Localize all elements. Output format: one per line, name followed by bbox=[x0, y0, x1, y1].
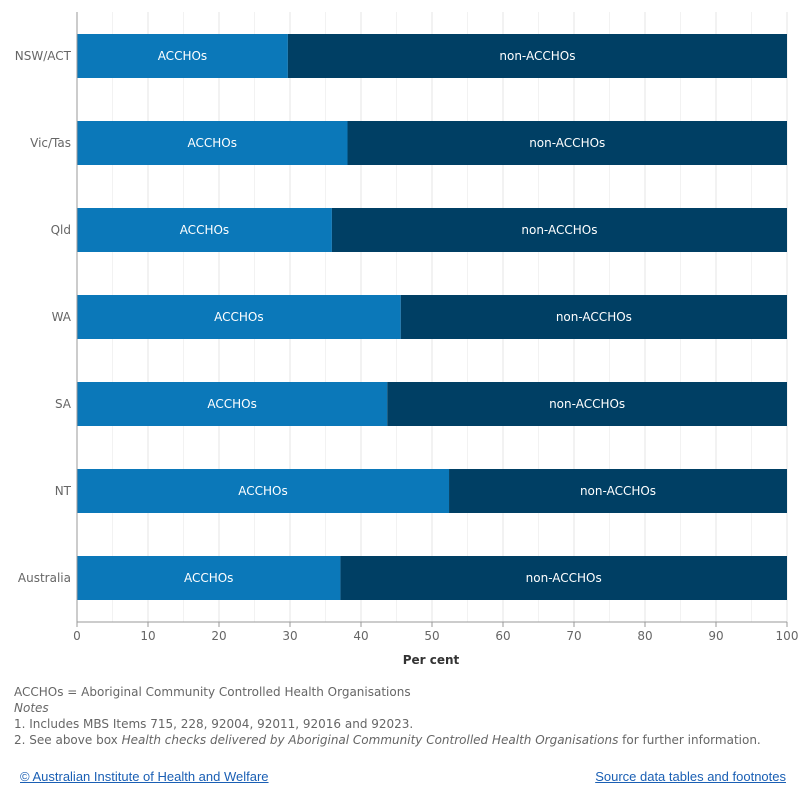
category-label: SA bbox=[55, 397, 72, 411]
note-1: 1. Includes MBS Items 715, 228, 92004, 9… bbox=[14, 717, 414, 731]
bar-label-non-acchos: non-ACCHOs bbox=[556, 310, 632, 324]
bar-non-acchos bbox=[287, 34, 787, 78]
note-2: 2. See above box Health checks delivered… bbox=[14, 732, 784, 748]
bar-non-acchos bbox=[449, 469, 787, 513]
x-tick-label: 80 bbox=[637, 629, 652, 643]
category-label: NSW/ACT bbox=[15, 49, 72, 63]
bar-label-non-acchos: non-ACCHOs bbox=[526, 571, 602, 585]
bar-non-acchos bbox=[400, 295, 787, 339]
bar-label-non-acchos: non-ACCHOs bbox=[521, 223, 597, 237]
bar-label-acchos: ACCHOs bbox=[214, 310, 263, 324]
category-label: Qld bbox=[51, 223, 71, 237]
note-2-box-title: Health checks delivered by Aboriginal Co… bbox=[121, 733, 619, 747]
bar-acchos bbox=[77, 121, 348, 165]
category-label: WA bbox=[52, 310, 72, 324]
notes-heading: Notes bbox=[14, 701, 49, 715]
x-tick-label: 30 bbox=[282, 629, 297, 643]
bar-label-acchos: ACCHOs bbox=[158, 49, 207, 63]
x-axis-title: Per cent bbox=[403, 653, 460, 667]
bar-non-acchos bbox=[340, 556, 787, 600]
chart-notes: ACCHOs = Aboriginal Community Controlled… bbox=[14, 684, 784, 748]
bar-non-acchos bbox=[387, 382, 787, 426]
bar-non-acchos bbox=[347, 121, 787, 165]
bar-label-acchos: ACCHOs bbox=[180, 223, 229, 237]
bar-label-non-acchos: non-ACCHOs bbox=[549, 397, 625, 411]
source-data-link[interactable]: Source data tables and footnotes bbox=[595, 769, 786, 784]
copyright-link[interactable]: © Australian Institute of Health and Wel… bbox=[20, 769, 269, 784]
bar-acchos bbox=[77, 556, 341, 600]
category-label: NT bbox=[55, 484, 72, 498]
bar-label-acchos: ACCHOs bbox=[184, 571, 233, 585]
bar-acchos bbox=[77, 469, 450, 513]
bar-acchos bbox=[77, 34, 288, 78]
bar-label-non-acchos: non-ACCHOs bbox=[580, 484, 656, 498]
x-tick-label: 90 bbox=[708, 629, 723, 643]
bar-label-acchos: ACCHOs bbox=[238, 484, 287, 498]
bar-acchos bbox=[77, 382, 388, 426]
note-2-suffix: for further information. bbox=[618, 733, 761, 747]
x-tick-label: 20 bbox=[211, 629, 226, 643]
x-tick-label: 0 bbox=[73, 629, 81, 643]
x-tick-label: 40 bbox=[353, 629, 368, 643]
category-label: Vic/Tas bbox=[30, 136, 71, 150]
x-tick-label: 70 bbox=[566, 629, 581, 643]
category-label: Australia bbox=[18, 571, 71, 585]
bar-acchos bbox=[77, 295, 401, 339]
chart-axes: NSW/ACT Vic/Tas Qld WA SA NT Australia 0 10 20 30 4… bbox=[15, 12, 799, 643]
x-tick-label: 50 bbox=[424, 629, 439, 643]
bar-label-acchos: ACCHOs bbox=[207, 397, 256, 411]
bar-label-non-acchos: non-ACCHOs bbox=[499, 49, 575, 63]
bar-label-acchos: ACCHOs bbox=[188, 136, 237, 150]
stacked-bar-chart: ACCHOs non-ACCHOs ACCHOs non-ACCHOs ACCHOs no… bbox=[15, 12, 799, 667]
bar-non-acchos bbox=[331, 208, 787, 252]
x-tick-label: 10 bbox=[140, 629, 155, 643]
x-tick-label: 100 bbox=[776, 629, 799, 643]
x-tick-label: 60 bbox=[495, 629, 510, 643]
chart-bars: ACCHOs non-ACCHOs ACCHOs non-ACCHOs ACCHOs no… bbox=[77, 34, 787, 600]
bar-label-non-acchos: non-ACCHOs bbox=[529, 136, 605, 150]
note-2-prefix: 2. See above box bbox=[14, 733, 122, 747]
bar-acchos bbox=[77, 208, 332, 252]
acronym-definition: ACCHOs = Aboriginal Community Controlled… bbox=[14, 685, 411, 699]
